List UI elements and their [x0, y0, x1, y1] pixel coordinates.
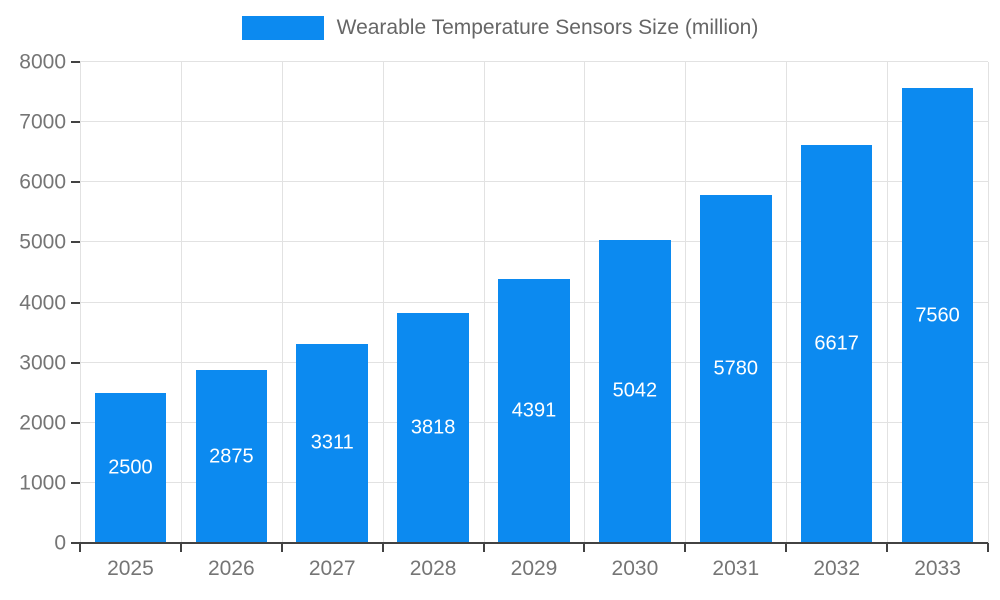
x-axis-labels: 2025 2026 2027 2028 2029 2030 2031 2032 2033 [80, 557, 988, 581]
bar-2027: 3311 [296, 343, 369, 543]
y-axis-labels: 0 1000 2000 3000 4000 5000 6000 7000 8000 [0, 52, 66, 554]
x-axis-tick-label: 2026 [207, 557, 255, 580]
h-gridline [80, 181, 988, 183]
v-gridline [685, 62, 687, 543]
x-axis-tick-label: 2029 [510, 557, 558, 580]
x-axis-tick [886, 543, 889, 552]
x-axis-tick-label: 2032 [813, 557, 861, 580]
y-axis-tick [71, 301, 80, 304]
v-gridline [786, 62, 788, 543]
x-axis-tick-label: 2028 [409, 557, 457, 580]
x-axis-tick-label: 2027 [308, 557, 356, 580]
bar-2029: 4391 [498, 279, 570, 543]
x-axis-tick [785, 543, 788, 552]
x-axis-tick [482, 543, 485, 552]
y-axis-tick-label: 0 [54, 531, 66, 555]
y-axis-tick-label: 5000 [19, 230, 66, 254]
bar-slot: 2875 [181, 62, 282, 543]
bar-slot: 3311 [282, 62, 383, 543]
x-axis-tick [684, 543, 687, 552]
bar-2031: 5780 [699, 195, 772, 543]
y-axis-tick [71, 61, 80, 63]
h-gridline [80, 121, 988, 123]
v-gridline [281, 62, 283, 543]
bar-2032: 6617 [800, 145, 873, 543]
bar-value-label: 3311 [310, 431, 354, 454]
v-gridline [584, 62, 586, 543]
v-gridline [483, 62, 485, 543]
x-axis-tick [987, 543, 989, 552]
x-axis-tick-label: 2030 [611, 557, 659, 580]
bar-slot: 6617 [786, 62, 887, 543]
bar-value-label: 5042 [612, 379, 658, 402]
x-axis-tick [381, 543, 384, 552]
y-axis-tick [71, 241, 80, 244]
bar-2025: 2500 [94, 392, 167, 543]
y-axis-tick [71, 421, 80, 424]
bar-value-label: 6617 [814, 332, 859, 355]
bar-value-label: 2500 [108, 456, 153, 479]
bar-slot: 3818 [383, 62, 484, 543]
bar-slot: 4391 [484, 62, 585, 543]
h-gridline [80, 61, 988, 62]
legend-swatch [241, 16, 324, 40]
bars-container: 2500 2875 3311 3818 4391 5042 5780 6617 7560 [80, 62, 988, 543]
y-axis-ticks [71, 61, 80, 544]
bar-2026: 2875 [195, 370, 268, 543]
plot-area: 2500 2875 3311 3818 4391 5042 5780 6617 7560 [80, 61, 989, 544]
x-axis-tick [280, 543, 283, 552]
y-axis-tick [71, 542, 80, 544]
bar-value-label: 5780 [713, 357, 759, 380]
bar-slot: 7560 [887, 62, 988, 543]
x-axis-tick [179, 543, 182, 552]
y-axis-tick [71, 361, 80, 364]
bar-slot: 5042 [584, 62, 685, 543]
y-axis-tick-label: 7000 [19, 110, 66, 134]
bar-value-label: 2875 [209, 445, 254, 468]
bar-value-label: 7560 [915, 304, 960, 327]
bar-2028: 3818 [397, 313, 469, 543]
y-axis-tick-label: 8000 [19, 50, 66, 74]
v-gridline [180, 62, 182, 543]
h-gridline [80, 241, 988, 243]
bar-2033: 7560 [901, 88, 974, 543]
y-axis-tick [71, 481, 80, 484]
y-axis-tick-label: 2000 [19, 411, 66, 435]
y-axis-tick-label: 1000 [19, 471, 66, 495]
x-axis-ticks [79, 543, 989, 552]
x-axis-line [80, 542, 988, 544]
y-axis-tick [71, 181, 80, 184]
x-axis-tick-label: 2031 [712, 557, 760, 580]
y-axis-tick-label: 4000 [19, 291, 66, 314]
x-axis-tick-label: 2025 [107, 557, 154, 580]
y-axis-tick-label: 3000 [19, 351, 66, 375]
y-axis-tick-label: 6000 [19, 170, 66, 194]
bar-2030: 5042 [599, 239, 671, 543]
bar-value-label: 3818 [410, 416, 456, 439]
y-axis-tick [71, 121, 80, 124]
v-gridline [382, 62, 384, 543]
bar-slot: 2500 [80, 62, 181, 543]
chart-legend: Wearable Temperature Sensors Size (milli… [0, 16, 1000, 40]
chart-title: Wearable Temperature Sensors Size (milli… [336, 16, 759, 39]
v-gridline [887, 62, 889, 543]
x-axis-tick [79, 543, 81, 552]
v-gridline [988, 62, 989, 543]
bar-value-label: 4391 [511, 399, 557, 422]
x-axis-tick-label: 2033 [914, 557, 961, 580]
bar-slot: 5780 [685, 62, 786, 543]
x-axis-tick [583, 543, 586, 552]
v-gridline [80, 62, 81, 543]
